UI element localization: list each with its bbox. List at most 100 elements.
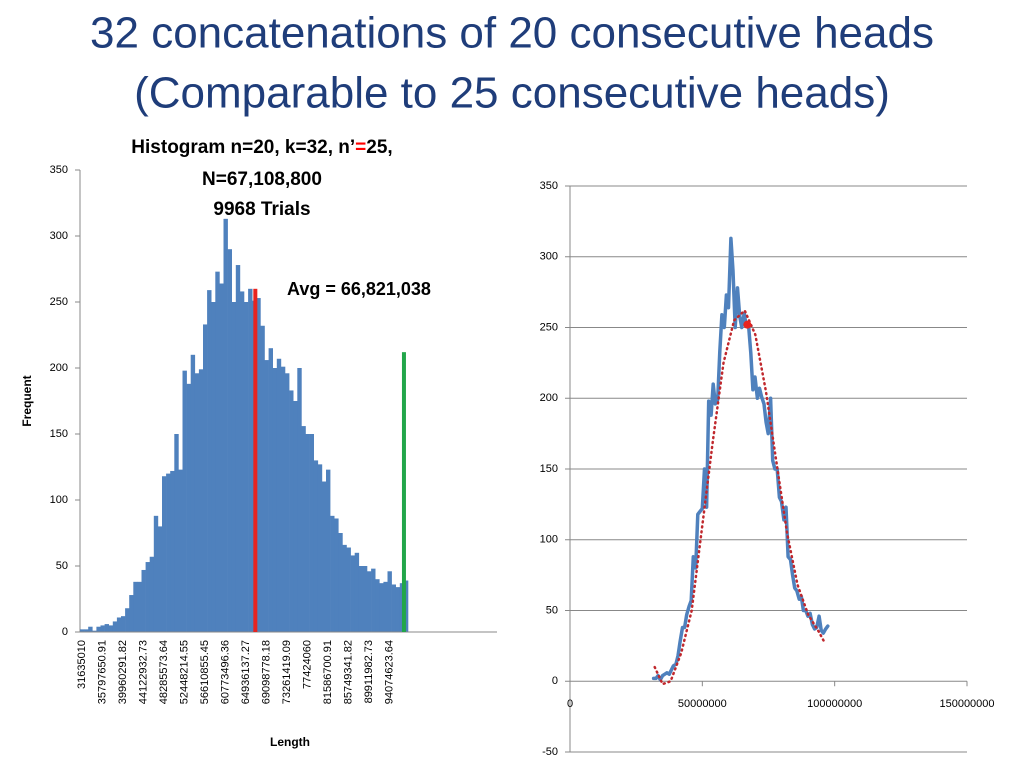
y-tick-label: 150 <box>540 463 558 475</box>
bar <box>207 290 212 632</box>
bar <box>231 302 237 632</box>
x-tick-label: 50000000 <box>678 698 727 710</box>
x-tick-label: 94074623.64 <box>383 640 395 704</box>
y-tick-label: 100 <box>50 494 68 506</box>
bar <box>321 481 327 632</box>
bar <box>203 324 208 632</box>
bar <box>342 544 347 632</box>
x-axis-label: Length <box>270 735 310 749</box>
bar <box>80 629 85 632</box>
bar <box>108 625 114 632</box>
bar <box>338 533 343 632</box>
y-tick-label: 350 <box>50 164 68 176</box>
bar <box>137 581 142 632</box>
chart-title: Histogram n=20, k=32, n’=25, <box>131 137 392 158</box>
bar <box>121 616 126 632</box>
bar <box>326 469 331 632</box>
x-tick-label: 44122932.73 <box>137 640 149 704</box>
y-tick-label: 250 <box>540 321 558 333</box>
bar <box>116 617 122 632</box>
bar <box>149 556 155 632</box>
bar <box>174 434 179 632</box>
bar <box>280 366 286 632</box>
point <box>743 320 752 329</box>
bar <box>244 302 249 632</box>
x-tick-label: 48285573.64 <box>158 640 170 704</box>
bar <box>133 581 138 632</box>
x-tick-label: 39960291.82 <box>117 640 129 704</box>
bar <box>166 473 171 632</box>
bar <box>403 580 409 632</box>
y-tick-label: 50 <box>546 604 558 616</box>
chart-title: N=67,108,800 <box>202 169 322 190</box>
bar <box>334 518 339 632</box>
bar <box>248 288 253 632</box>
bar <box>153 515 159 632</box>
bar <box>170 470 175 632</box>
trend-line <box>653 309 826 686</box>
chart-title: 9968 Trials <box>213 199 310 220</box>
bar <box>256 298 261 632</box>
bar <box>96 626 101 632</box>
chart-title-part: Histogram n=20, k=32, n’ <box>131 137 355 158</box>
bar <box>276 358 282 632</box>
marker-line <box>253 288 258 632</box>
bar <box>219 283 224 632</box>
bar <box>268 348 273 632</box>
x-tick-label: 35797650.91 <box>96 640 108 704</box>
annotation: Avg = 66,821,038 <box>287 279 431 299</box>
y-tick-label: 250 <box>50 296 68 308</box>
bar <box>141 569 146 632</box>
bar <box>313 460 319 632</box>
bar <box>375 579 380 632</box>
y-tick-label: 150 <box>50 428 68 440</box>
bar <box>190 354 196 632</box>
bar <box>198 369 204 632</box>
bar <box>186 383 191 632</box>
bar <box>395 587 401 632</box>
bar <box>350 555 355 632</box>
x-tick-label: 85749341.82 <box>342 640 354 704</box>
y-tick-label: 0 <box>552 675 558 687</box>
x-tick-label: 0 <box>567 698 573 710</box>
data-line <box>651 236 830 682</box>
x-tick-label: 60773496.36 <box>219 640 231 704</box>
bar <box>88 626 93 632</box>
bar <box>371 568 376 632</box>
chart-title-part: 25, <box>366 137 392 158</box>
bar <box>293 401 298 632</box>
y-tick-label: 200 <box>50 362 68 374</box>
x-tick-label: 81586700.91 <box>322 640 334 704</box>
bar <box>157 526 163 632</box>
bar <box>162 476 167 632</box>
x-tick-label: 100000000 <box>807 698 862 710</box>
bar <box>354 552 360 632</box>
bar <box>285 373 290 632</box>
bar <box>367 571 372 632</box>
bar <box>112 621 118 632</box>
y-tick-label: 100 <box>540 534 558 546</box>
bar <box>125 608 130 632</box>
x-tick-label: 73261419.09 <box>281 640 293 704</box>
bar <box>297 368 302 632</box>
bar <box>194 373 200 632</box>
bar <box>211 302 216 632</box>
y-tick-label: 300 <box>540 251 558 263</box>
y-tick-label: 0 <box>62 626 68 638</box>
y-tick-label: 50 <box>56 560 68 572</box>
x-tick-label: 64936137.27 <box>240 640 252 704</box>
bar <box>289 390 294 632</box>
x-tick-label: 150000000 <box>939 698 994 710</box>
bar <box>129 595 134 632</box>
bar <box>104 624 109 632</box>
x-tick-label: 89911982.73 <box>363 640 375 703</box>
y-tick-label: 300 <box>50 230 68 242</box>
x-tick-label: 52448214.55 <box>178 640 190 704</box>
y-axis-label: Frequent <box>20 375 34 426</box>
bar <box>383 581 388 632</box>
bar <box>145 562 150 632</box>
slide-title: 32 concatenations of 20 consecutive head… <box>90 9 934 58</box>
bar <box>223 218 228 632</box>
